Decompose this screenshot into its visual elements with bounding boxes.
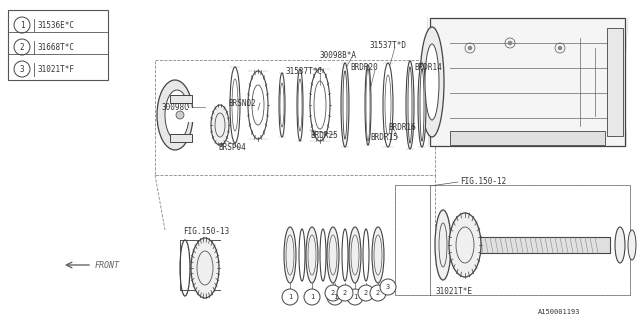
Bar <box>607 28 623 136</box>
Text: 1: 1 <box>333 294 337 300</box>
Ellipse shape <box>420 69 424 141</box>
Ellipse shape <box>435 210 451 280</box>
Text: 2: 2 <box>331 290 335 296</box>
Circle shape <box>337 285 353 301</box>
Ellipse shape <box>343 71 347 139</box>
Bar <box>170 134 192 142</box>
Ellipse shape <box>211 105 229 145</box>
Ellipse shape <box>284 227 296 283</box>
Circle shape <box>304 289 320 305</box>
Bar <box>470 237 610 253</box>
Circle shape <box>508 41 512 45</box>
Circle shape <box>282 289 298 305</box>
Bar <box>395 185 630 295</box>
Text: FIG.150-13: FIG.150-13 <box>183 228 229 236</box>
Ellipse shape <box>191 238 219 298</box>
Bar <box>450 131 605 145</box>
Ellipse shape <box>349 227 361 283</box>
Text: BRDR16: BRDR16 <box>388 124 416 132</box>
Text: 31537T*D: 31537T*D <box>370 41 407 50</box>
Circle shape <box>380 279 396 295</box>
Ellipse shape <box>615 227 625 263</box>
Text: BRDR14: BRDR14 <box>414 63 442 73</box>
Bar <box>430 18 625 146</box>
Circle shape <box>347 289 363 305</box>
Ellipse shape <box>628 230 636 260</box>
Ellipse shape <box>341 63 349 147</box>
Ellipse shape <box>165 90 189 140</box>
Text: FIG.150-12: FIG.150-12 <box>460 178 506 187</box>
Text: 31021T*E: 31021T*E <box>435 287 472 297</box>
Text: FRONT: FRONT <box>95 260 120 269</box>
Ellipse shape <box>406 61 414 149</box>
Text: BRDR25: BRDR25 <box>310 131 338 140</box>
Text: 2: 2 <box>20 43 24 52</box>
Bar <box>170 95 192 103</box>
Text: BRSN02: BRSN02 <box>228 99 256 108</box>
Text: 1: 1 <box>288 294 292 300</box>
Bar <box>175 108 195 122</box>
Text: BRSP04: BRSP04 <box>218 143 246 153</box>
Circle shape <box>327 289 343 305</box>
Bar <box>395 185 630 295</box>
Ellipse shape <box>157 80 193 150</box>
Text: 30098C: 30098C <box>162 102 189 111</box>
Ellipse shape <box>372 227 384 283</box>
Circle shape <box>558 46 562 50</box>
Ellipse shape <box>408 67 412 143</box>
Ellipse shape <box>420 27 444 137</box>
Text: 31668T*C: 31668T*C <box>38 43 75 52</box>
Text: 31536E*C: 31536E*C <box>38 20 75 29</box>
Text: 1: 1 <box>310 294 314 300</box>
Circle shape <box>358 285 374 301</box>
Circle shape <box>176 111 184 119</box>
Text: 30098B*A: 30098B*A <box>320 52 357 60</box>
Ellipse shape <box>449 213 481 277</box>
Text: 2: 2 <box>376 290 380 296</box>
Circle shape <box>325 285 341 301</box>
Text: 31021T*F: 31021T*F <box>38 65 75 74</box>
Text: A150001193: A150001193 <box>538 309 580 315</box>
Ellipse shape <box>418 63 426 147</box>
Text: BRDR20: BRDR20 <box>350 63 378 73</box>
Text: 1: 1 <box>353 294 357 300</box>
Text: 2: 2 <box>364 290 368 296</box>
Text: 2: 2 <box>343 290 347 296</box>
Text: BRDR15: BRDR15 <box>370 133 397 142</box>
Circle shape <box>468 46 472 50</box>
Circle shape <box>370 285 386 301</box>
Text: 3: 3 <box>20 65 24 74</box>
Bar <box>8 10 108 80</box>
Text: 31537T*C: 31537T*C <box>285 68 322 76</box>
Ellipse shape <box>327 227 339 283</box>
Text: 1: 1 <box>20 20 24 29</box>
Ellipse shape <box>306 227 318 283</box>
Text: 3: 3 <box>386 284 390 290</box>
Ellipse shape <box>425 44 439 120</box>
